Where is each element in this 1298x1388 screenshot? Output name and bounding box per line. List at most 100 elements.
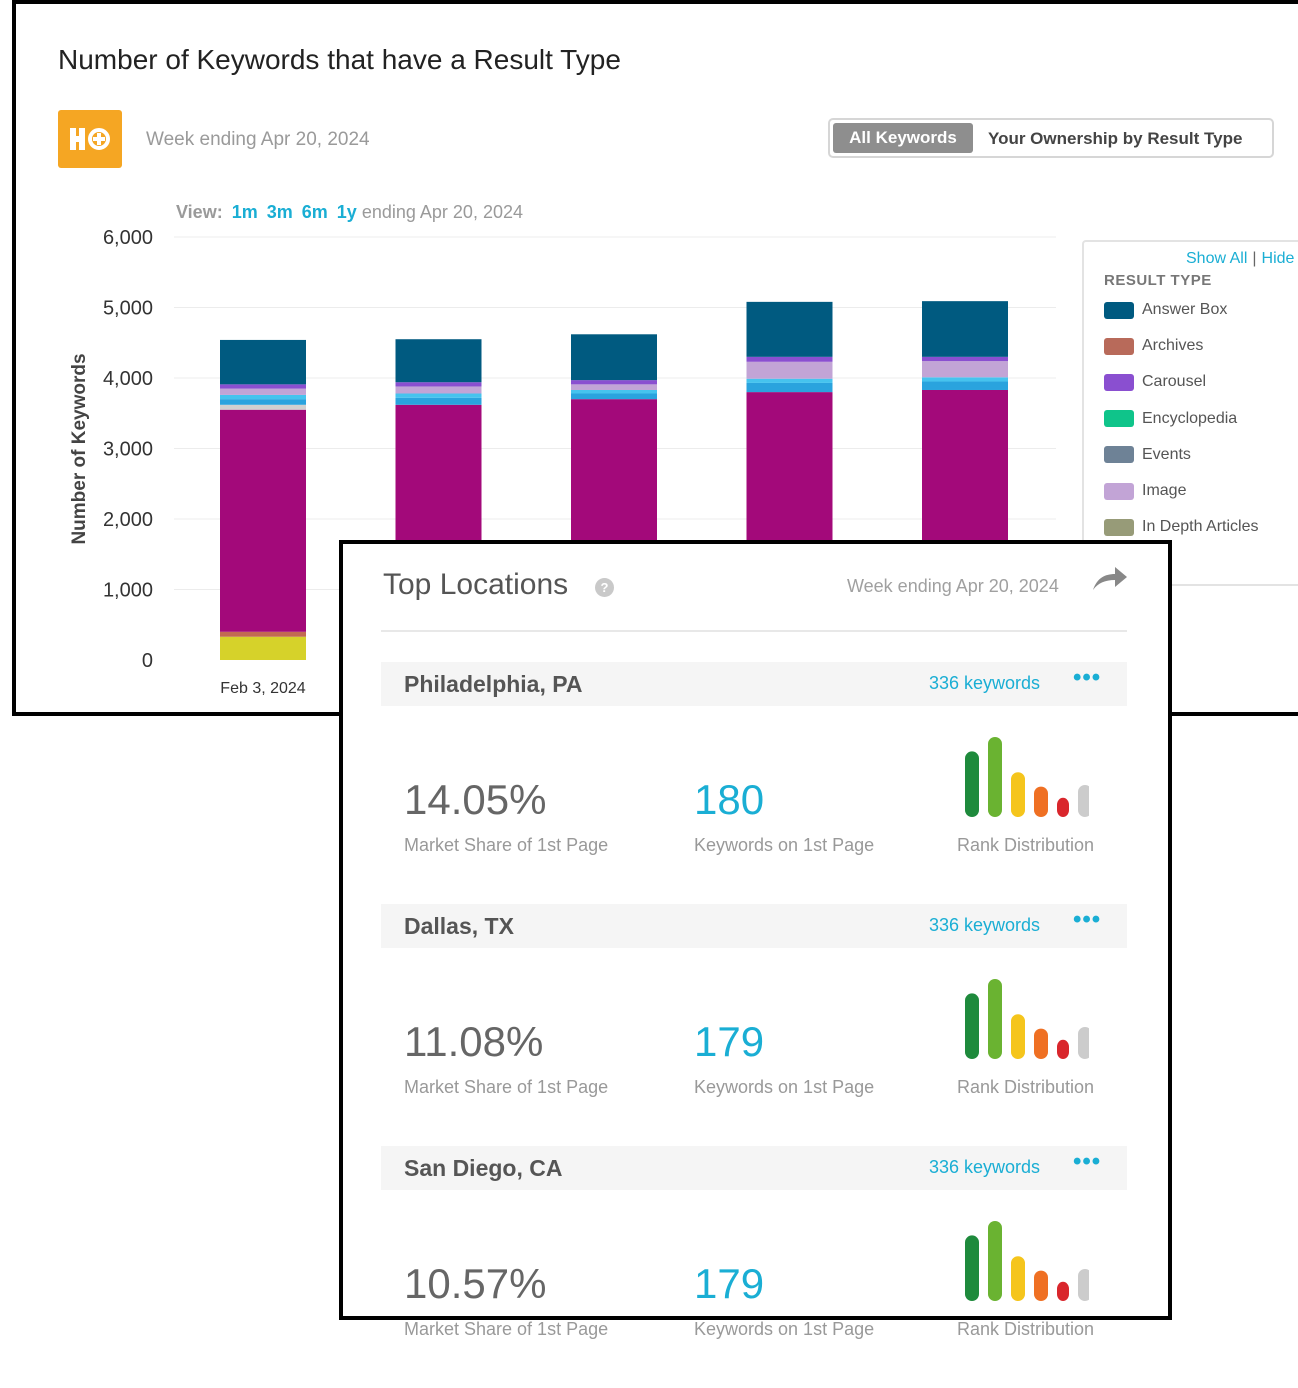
keywords-first-page-value: 180 [694,776,765,823]
location-header: San Diego, CA 336 keywords ••• [381,1146,1127,1190]
rank-distribution-chart[interactable] [965,1220,1089,1302]
locations-divider [381,630,1127,632]
legend-swatch [1104,482,1134,500]
view-3m-link[interactable]: 3m [266,202,293,222]
bar-segment[interactable] [922,361,1008,378]
y-tick-label: 4,000 [103,368,153,390]
all-keywords-button[interactable]: All Keywords [833,123,973,153]
bar-segment[interactable] [571,389,657,394]
bar-segment[interactable] [220,384,306,389]
legend-item-label: Image [1142,482,1187,499]
top-locations-panel: Top Locations ? Week ending Apr 20, 2024… [339,540,1172,1339]
legend-item[interactable]: Answer Box [1104,298,1227,322]
bar-segment[interactable] [922,301,1008,357]
hide-link[interactable]: Hide [1261,250,1295,267]
y-tick-label: 1,000 [103,580,153,602]
keywords-first-page-value: 179 [694,1260,765,1307]
bar-segment[interactable] [746,382,833,393]
bar-segment[interactable] [220,394,306,400]
rank-bar [1078,785,1089,817]
bar-segment[interactable] [395,382,482,387]
rank-bar [1078,1269,1089,1301]
rank-distribution-label: Rank Distribution [957,1319,1095,1339]
location-keywords-link[interactable]: 336 keywords [929,915,1041,935]
view-range-selector: View: 1m 3m 6m 1y ending Apr 20, 2024 [176,202,523,223]
rank-bar [1057,1281,1069,1301]
legend-item[interactable]: Encyclopedia [1104,407,1237,431]
market-share-value: 14.05% [404,776,547,823]
view-1y-link[interactable]: 1y [336,202,357,222]
bar-segment[interactable] [220,339,306,385]
bar-segment[interactable] [746,356,833,362]
legend-item-label: Answer Box [1142,301,1228,318]
location-name: Philadelphia, PA [404,671,583,697]
view-1m-link[interactable]: 1m [231,202,258,222]
rank-bar [1057,1039,1069,1059]
market-share-label: Market Share of 1st Page [404,1077,609,1097]
bar-segment[interactable] [571,334,657,381]
legend-swatch [1104,301,1134,319]
rank-distribution-chart[interactable] [965,978,1089,1060]
bar-segment[interactable] [220,409,306,632]
bar-segment[interactable] [395,339,482,383]
legend-item[interactable]: Image [1104,479,1186,503]
bar-segment[interactable] [571,393,657,400]
rank-bar [1011,1014,1025,1059]
more-options-icon[interactable]: ••• [1073,906,1102,933]
ownership-by-result-type-button[interactable]: Your Ownership by Result Type [988,129,1243,148]
bar-segment[interactable] [220,636,306,660]
bar-segment[interactable] [220,631,306,637]
rank-distribution-chart[interactable] [965,736,1089,818]
bar-segment[interactable] [746,378,833,383]
bar-segment[interactable] [746,301,833,357]
bar-segment[interactable] [922,356,1008,362]
bar-segment[interactable] [395,386,482,394]
location-header: Philadelphia, PA 336 keywords ••• [381,662,1127,706]
bar-segment[interactable] [922,381,1008,390]
legend-item[interactable]: In Depth Articles [1104,515,1259,539]
rank-distribution-label: Rank Distribution [957,1077,1095,1097]
y-tick-label: 6,000 [103,227,153,249]
y-tick-label: 5,000 [103,298,153,320]
rank-bar [1034,1028,1048,1059]
more-options-icon[interactable]: ••• [1073,664,1102,691]
location-keywords-link[interactable]: 336 keywords [929,673,1041,693]
y-tick-label: 2,000 [103,509,153,531]
bar-segment[interactable] [395,397,482,405]
legend-item[interactable]: Events [1104,443,1191,467]
rank-bar [1078,1027,1089,1059]
chart-title: Number of Keywords that have a Result Ty… [58,44,621,75]
rank-bar [1057,797,1069,817]
more-options-icon[interactable]: ••• [1073,1148,1102,1175]
stacked-bar-chart: Number of Keywords 0 1,000 2,000 3,000 4,000 5… [69,227,1056,697]
share-arrow-icon[interactable] [1089,564,1129,594]
location-card: Philadelphia, PA 336 keywords ••• 14.05% Mar… [381,662,1127,904]
legend-links: Show All | Hide [1186,250,1294,268]
bar-segment[interactable] [220,399,306,405]
market-share-label: Market Share of 1st Page [404,835,609,855]
rank-bar [988,979,1002,1059]
chart-week-ending: Week ending Apr 20, 2024 [146,129,370,150]
legend-title: RESULT TYPE [1104,272,1212,289]
view-range-suffix: ending Apr 20, 2024 [361,202,523,222]
bar-segment[interactable] [220,388,306,395]
y-axis-label: Number of Keywords [69,353,90,544]
bar-segment[interactable] [746,361,833,379]
rank-bar [988,1221,1002,1301]
legend-item-label: Encyclopedia [1142,409,1238,427]
bar-segment[interactable] [571,380,657,385]
location-card: San Diego, CA 336 keywords ••• 10.57% Market… [381,1146,1127,1388]
legend-item[interactable]: Carousel [1104,370,1206,394]
bar-segment[interactable] [571,384,657,390]
bar-segment[interactable] [395,393,482,398]
legend-swatch [1104,518,1134,536]
help-icon[interactable]: ? [595,578,614,597]
location-keywords-link[interactable]: 336 keywords [929,1157,1041,1177]
show-all-link[interactable]: Show All [1186,250,1248,267]
bar-segment[interactable] [922,377,1008,382]
keyword-scope-toggle: All Keywords Your Ownership by Result Ty… [828,118,1274,158]
view-6m-link[interactable]: 6m [301,202,328,222]
legend-item[interactable]: Archives [1104,334,1203,358]
top-locations-title: Top Locations [383,568,569,601]
bar-segment[interactable] [220,404,306,410]
